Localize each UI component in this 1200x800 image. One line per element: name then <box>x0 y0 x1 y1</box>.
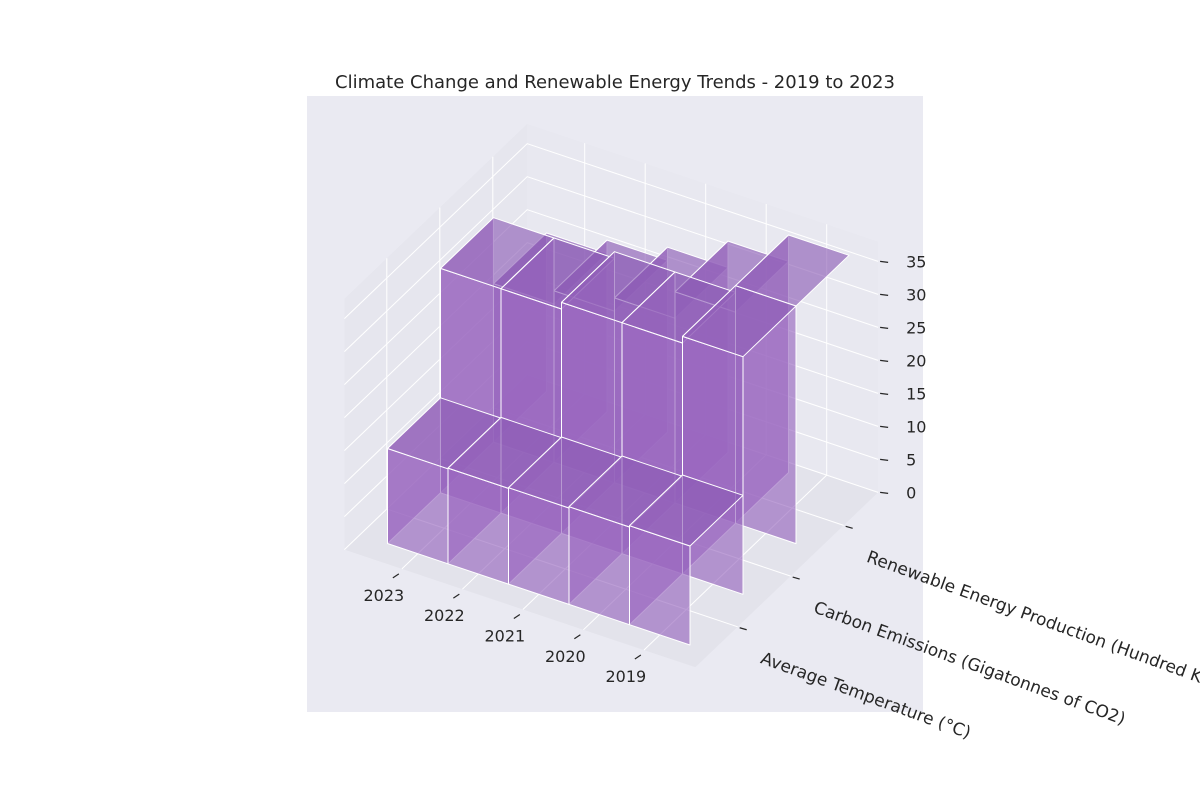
z-tick-mark <box>880 392 889 395</box>
year-tick-label: 2022 <box>424 606 465 625</box>
z-tick-mark <box>880 458 889 461</box>
metric-tick-mark <box>845 525 853 529</box>
bar-right-face <box>682 335 744 595</box>
z-tick-mark <box>880 260 889 263</box>
bar-2021-0 <box>508 436 623 605</box>
year-tick-label: 2020 <box>545 647 586 666</box>
z-tick-label: 35 <box>906 252 926 271</box>
bars <box>387 217 850 646</box>
z-tick-label: 25 <box>906 318 926 337</box>
z-tick-label: 20 <box>906 351 926 370</box>
bar-top-face <box>629 474 744 547</box>
z-tick-mark <box>880 425 889 428</box>
metric-tick-mark <box>792 576 800 580</box>
year-tick-label: 2021 <box>484 626 525 645</box>
bar-2023-0 <box>629 474 744 646</box>
year-grid-line <box>643 224 828 651</box>
bar-top-face <box>682 285 797 358</box>
chart-title: Climate Change and Renewable Energy Tren… <box>335 72 895 93</box>
year-tick-label: 2023 <box>363 586 404 605</box>
year-tick-mark <box>392 573 400 579</box>
year-tick-mark <box>453 593 460 599</box>
z-tick-label: 0 <box>906 483 916 502</box>
year-tick-mark <box>574 634 581 640</box>
z-tick-label: 5 <box>906 450 916 469</box>
z-tick-mark <box>880 491 889 494</box>
z-grid-line <box>344 143 879 319</box>
z-tick-label: 15 <box>906 384 926 403</box>
z-tick-label: 10 <box>906 417 926 436</box>
year-tick-label: 2019 <box>605 667 646 686</box>
z-tick-mark <box>880 326 889 329</box>
z-tick-mark <box>880 293 889 296</box>
metric-tick-mark <box>739 627 747 631</box>
z-tick-label: 30 <box>906 285 926 304</box>
year-tick-mark <box>513 613 521 619</box>
z-tick-mark <box>880 359 889 362</box>
year-tick-mark <box>634 654 642 660</box>
bar-right-face <box>629 525 691 646</box>
bar-2020-0 <box>447 416 562 585</box>
